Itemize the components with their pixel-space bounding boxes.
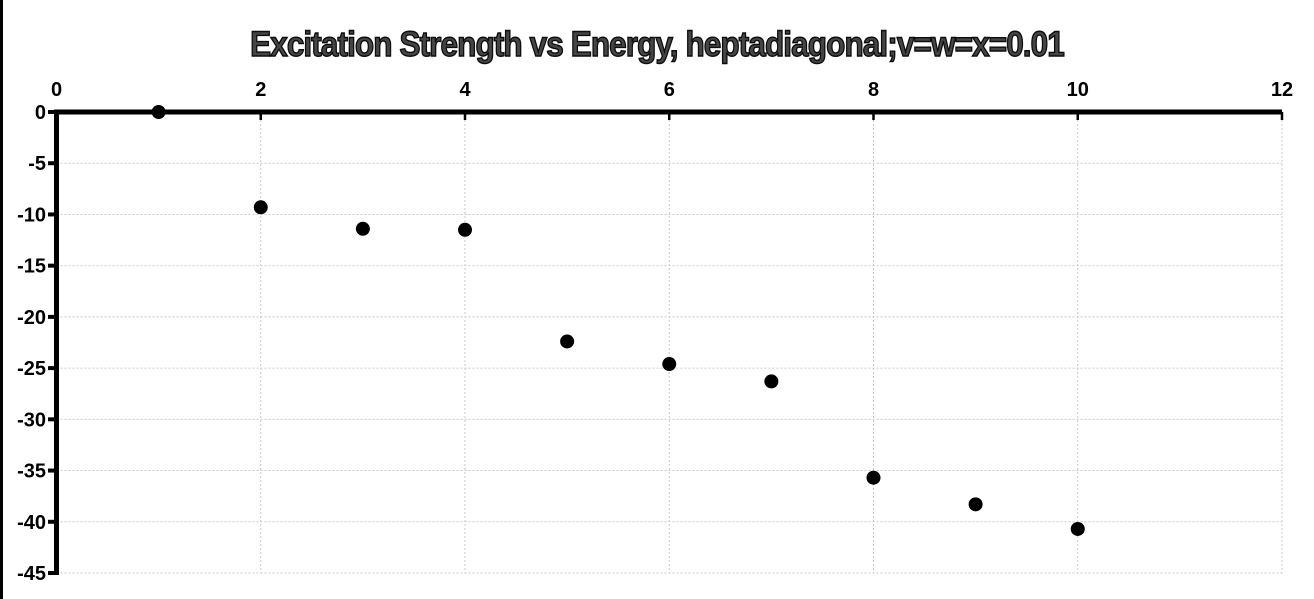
y-tick-label: -20 (17, 307, 46, 329)
y-tick-label: -40 (17, 512, 46, 534)
y-tick-label: -25 (17, 358, 46, 380)
data-point (560, 334, 575, 349)
y-tick-label: -45 (17, 563, 46, 585)
left-edge-border-line (0, 0, 3, 599)
y-tick-label: 0 (35, 102, 46, 124)
y-tick-label: -35 (17, 461, 46, 483)
data-point (458, 222, 472, 237)
x-tick-label: 12 (1271, 79, 1293, 101)
data-point (151, 105, 166, 119)
data-point (764, 374, 779, 389)
data-point (866, 470, 881, 485)
chart-title: Excitation Strength vs Energy, heptadiag… (249, 25, 1065, 64)
data-point (355, 221, 370, 236)
x-tick-label: 6 (664, 79, 675, 101)
y-tick-label: -5 (28, 153, 46, 175)
y-tick-label: -10 (17, 204, 46, 226)
data-point (1070, 521, 1085, 536)
x-tick-label: 4 (459, 79, 471, 101)
x-tick-label: 2 (255, 79, 266, 101)
y-tick-label: -15 (17, 256, 46, 278)
data-point (968, 497, 983, 512)
x-tick-label: 10 (1067, 79, 1089, 101)
x-tick-label: 0 (51, 79, 62, 101)
data-point (253, 200, 268, 215)
x-tick-label: 8 (868, 79, 879, 101)
y-tick-label: -30 (17, 409, 46, 431)
data-point (662, 357, 677, 372)
